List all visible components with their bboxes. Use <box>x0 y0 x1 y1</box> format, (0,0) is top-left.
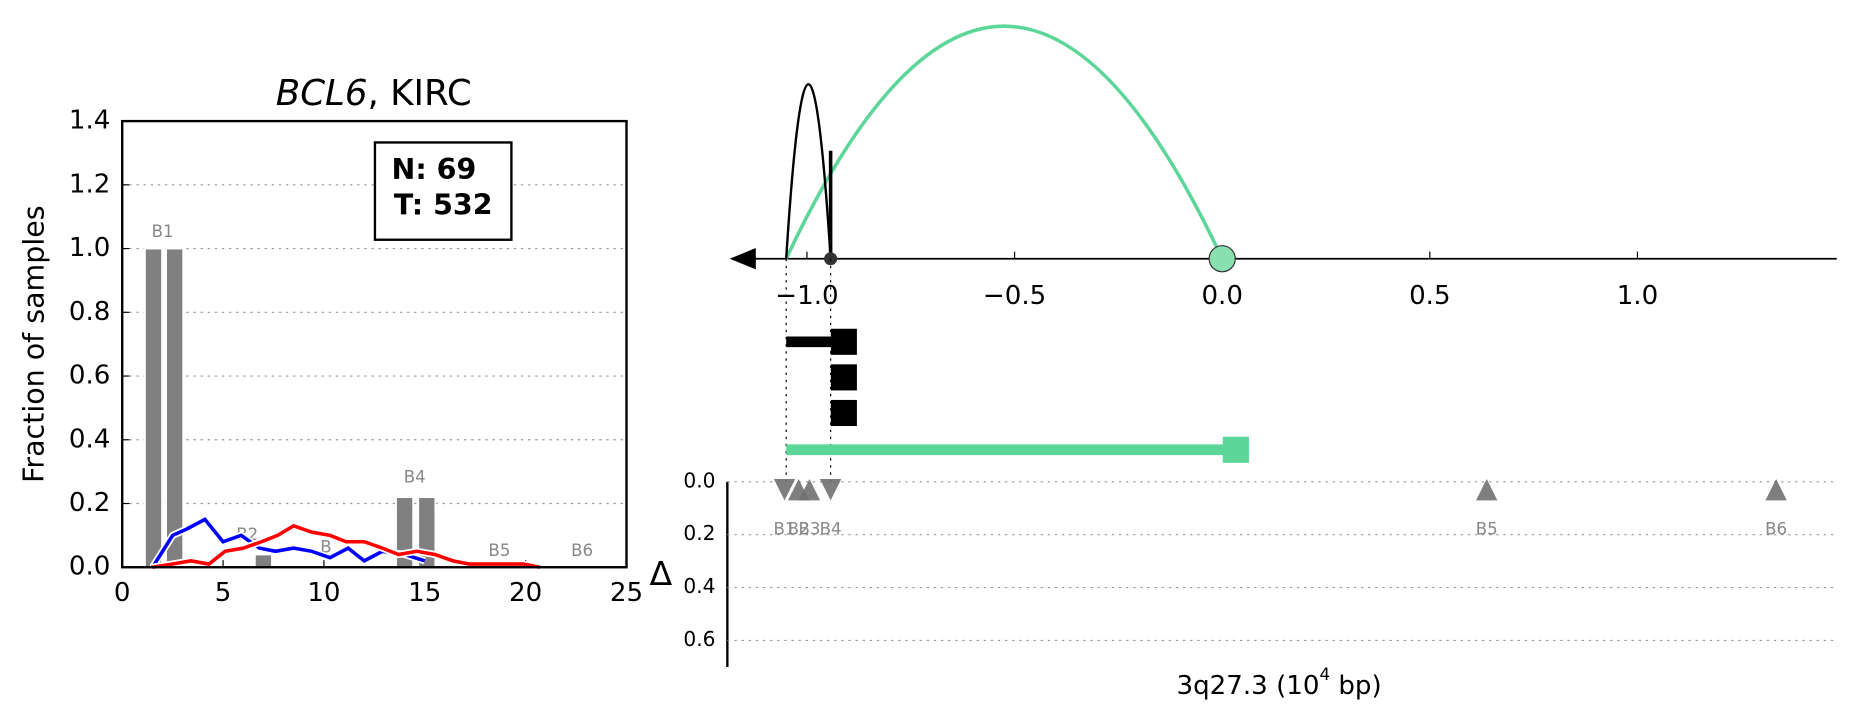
x-tick-label: 0.0 <box>1201 281 1243 311</box>
x-tick-label: 10 <box>307 578 340 608</box>
y-tick-label: 0.4 <box>683 574 715 598</box>
y-tick-label: 0.6 <box>69 361 111 391</box>
xlabel-part: bp) <box>1330 670 1382 700</box>
bar <box>253 553 273 569</box>
plot-frame <box>121 119 628 569</box>
segment-end <box>1222 436 1249 463</box>
bar <box>165 247 185 569</box>
annotation-text: T: 532 <box>394 189 493 222</box>
marker-label: B4 <box>820 520 842 539</box>
y-tick-label: 0.4 <box>69 424 111 454</box>
x-tick-label: −1.0 <box>775 281 838 311</box>
marker-label: B6 <box>1765 520 1787 539</box>
title-rest: , KIRC <box>368 73 472 114</box>
title-gene: BCL6 <box>276 73 368 114</box>
x-tick-label: 0 <box>114 578 131 608</box>
axis-arrow <box>729 248 756 270</box>
y-tick-label: 0.2 <box>69 488 111 518</box>
bar-label: B4 <box>404 468 426 487</box>
xlabel-part: 3q27.3 (10 <box>1177 670 1320 700</box>
chart-title: BCL6, KIRC <box>276 73 472 114</box>
marker <box>798 479 821 501</box>
y-tick-label: 1.2 <box>69 169 111 199</box>
bar <box>144 247 163 569</box>
y-tick-label: 0.0 <box>683 468 715 492</box>
x-tick-label: 20 <box>509 578 542 608</box>
marker-label: B3 <box>798 520 820 539</box>
x-axis-label: 3q27.3 (104 bp) <box>1177 665 1382 701</box>
x-tick-label: 0.5 <box>1409 281 1451 311</box>
y-tick-label: 0.0 <box>69 552 111 582</box>
marker <box>1476 479 1498 501</box>
segment-end <box>830 364 857 391</box>
y-tick-label: 0.6 <box>683 627 715 651</box>
x-tick-label: 25 <box>610 578 643 608</box>
y-axis-label: Fraction of samples <box>18 205 51 483</box>
y-tick-label: 1.4 <box>69 106 111 136</box>
arc <box>785 83 832 259</box>
x-tick-label: −0.5 <box>983 281 1046 311</box>
y-tick-label: 1.0 <box>69 233 111 263</box>
segment-end <box>830 399 857 427</box>
delta-axis-label: Δ <box>650 554 673 593</box>
bar-label: B1 <box>152 222 174 241</box>
point <box>824 252 838 266</box>
x-tick-label: 1.0 <box>1617 281 1659 311</box>
annotation-box <box>373 141 513 241</box>
marker <box>1765 479 1787 501</box>
y-tick-label: 0.2 <box>683 521 715 545</box>
annotation-text: N: 69 <box>392 153 477 186</box>
marker <box>819 479 842 501</box>
bar-label: B <box>320 538 331 557</box>
x-tick-label: 15 <box>408 578 441 608</box>
marker <box>773 479 796 501</box>
marker-label: B1 <box>774 520 796 539</box>
marker-label: B5 <box>1476 520 1498 539</box>
segment-end <box>830 328 857 355</box>
bar-label: B6 <box>571 541 593 560</box>
marker-label: B2 <box>788 520 810 539</box>
line <box>150 517 426 569</box>
line <box>152 523 541 569</box>
xlabel-sup: 4 <box>1319 665 1330 684</box>
x-tick-label: 5 <box>215 578 232 608</box>
arc <box>784 24 1224 260</box>
bar-label: B5 <box>488 541 510 560</box>
y-tick-label: 0.8 <box>69 297 111 327</box>
point <box>1208 245 1236 273</box>
